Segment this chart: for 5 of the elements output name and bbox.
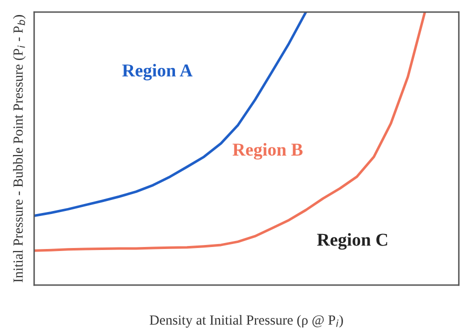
- x-axis-title: Density at Initial Pressure (ρ @ P$_{i}$): [150, 314, 343, 328]
- annotation: Region C: [317, 233, 388, 250]
- annotation: Region B: [232, 143, 303, 160]
- y-axis-title: Initial Pressure - Bubble Point Pressure (P$_{i}$ - P$_{b}$): [13, 15, 26, 282]
- annotation: Region A: [122, 64, 193, 80]
